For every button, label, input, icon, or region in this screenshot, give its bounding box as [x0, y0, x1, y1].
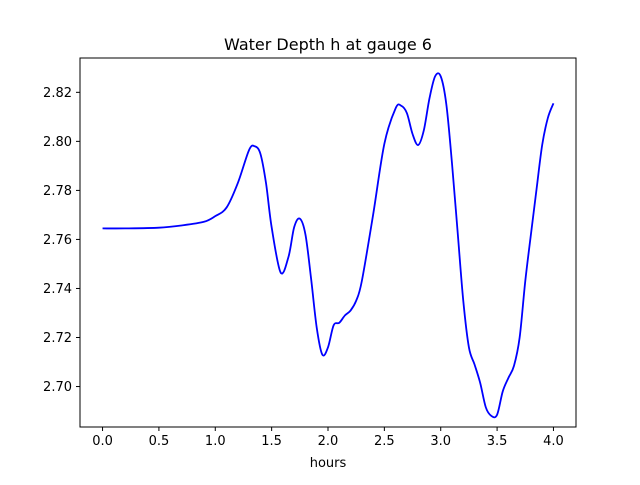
y-tick-label: 2.74 [43, 282, 72, 297]
x-tick-label: 2.0 [318, 434, 339, 449]
y-tick-label: 2.82 [43, 86, 72, 101]
x-tick-label: 1.5 [261, 434, 282, 449]
x-tick-label: 2.5 [374, 434, 395, 449]
y-tick-label: 2.80 [43, 135, 72, 150]
x-tick-label: 4.0 [543, 434, 564, 449]
y-tick-label: 2.72 [43, 331, 72, 346]
x-tick-label: 3.0 [430, 434, 451, 449]
chart-title: Water Depth h at gauge 6 [224, 35, 432, 54]
y-tick-label: 2.70 [43, 380, 72, 395]
y-tick-label: 2.78 [43, 184, 72, 199]
x-axis-label: hours [310, 456, 347, 471]
y-axis: 2.70 2.72 2.74 2.76 2.78 2.80 2.82 [43, 86, 80, 395]
x-axis: 0.0 0.5 1.0 1.5 2.0 2.5 3.0 3.5 4.0 [92, 427, 564, 449]
x-tick-label: 3.5 [487, 434, 508, 449]
x-tick-label: 1.0 [205, 434, 226, 449]
y-tick-label: 2.76 [43, 233, 72, 248]
x-tick-label: 0.0 [92, 434, 113, 449]
plot-area [102, 72, 555, 419]
series-line-0 [102, 72, 555, 419]
x-tick-label: 0.5 [149, 434, 170, 449]
